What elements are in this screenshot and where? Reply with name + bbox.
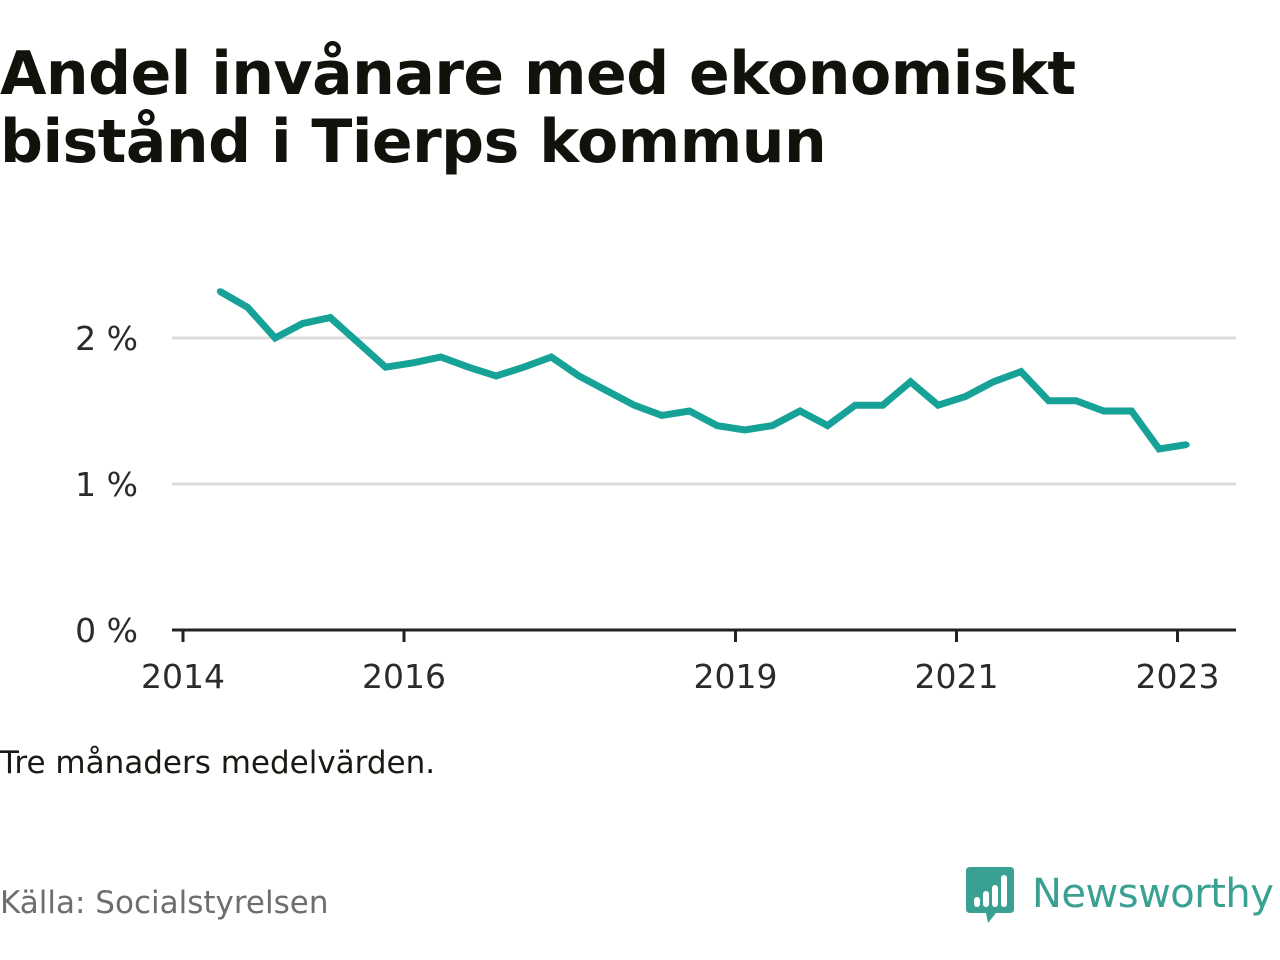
data-point-2023-02 [1183,441,1190,448]
data-point-2022-08 [1128,408,1135,414]
x-tick-label: 2016 [362,657,446,696]
data-point-2020-05 [879,402,886,409]
data-point-2016-08 [465,364,472,371]
data-point-2021-11 [1045,397,1052,404]
data-point-2014-11 [272,335,279,341]
data-point-2017-05 [548,354,555,360]
data-point-2014-05 [216,288,223,295]
data-point-2021-02 [962,393,969,400]
gridlines [172,336,1236,486]
chart-canvas: 0 % 1 % 2 % 2014 2016 2019 2021 2023 [75,288,1236,696]
source-credit: Källa: Socialstyrelsen [0,885,329,921]
chart-note: Tre månaders medelvärden. [0,745,436,781]
x-tick-label: 2021 [915,657,999,696]
y-tick-label: 0 % [75,611,138,650]
data-point-2022-02 [1073,397,1080,404]
bar-chart-speech-bubble-icon [966,867,1014,923]
data-point-2020-02 [852,402,859,409]
data-point-2020-11 [935,402,942,409]
data-point-2020-08 [907,378,914,385]
data-point-2017-11 [603,387,610,394]
data-point-2019-11 [824,422,831,429]
data-point-2022-05 [1100,408,1107,414]
data-point-2022-11 [1156,446,1163,452]
x-tick-label: 2019 [694,657,778,696]
data-point-2014-08 [244,304,251,311]
data-point-2015-08 [355,339,361,346]
data-point-2016-02 [410,359,417,366]
y-tick-label: 1 % [75,465,138,504]
data-point-2018-08 [686,408,693,414]
data-point-2021-05 [990,378,997,385]
line-chart: 0 % 1 % 2 % 2014 2016 2019 2021 2023 [0,250,1280,710]
data-point-2019-08 [797,408,803,414]
data-point-2019-05 [769,422,776,429]
x-axis: 2014 2016 2019 2021 2023 [141,628,1236,696]
chart-title: Andel invånare med ekonomiskt bistånd i … [0,39,1076,177]
series-layer [216,288,1190,453]
x-tick-label: 2014 [141,657,225,696]
y-tick-label: 2 % [75,319,138,358]
data-point-2017-02 [520,364,527,371]
series-line [218,288,1188,453]
data-point-2016-05 [437,354,444,360]
data-point-2017-08 [576,373,582,379]
brand-name: Newsworthy [1032,871,1274,917]
data-point-2015-11 [382,364,389,371]
data-point-2016-11 [493,373,500,379]
data-point-2019-02 [741,427,748,433]
data-point-2018-02 [631,402,638,409]
newsworthy-brand[interactable]: Newsworthy [964,862,1274,926]
y-axis-labels: 0 % 1 % 2 % [75,319,138,650]
data-point-2015-02 [299,320,306,327]
data-point-2015-05 [327,314,334,321]
data-point-2018-11 [714,422,721,429]
data-point-2021-08 [1018,368,1024,375]
x-tick-label: 2023 [1136,657,1220,696]
data-point-2018-05 [658,412,665,419]
